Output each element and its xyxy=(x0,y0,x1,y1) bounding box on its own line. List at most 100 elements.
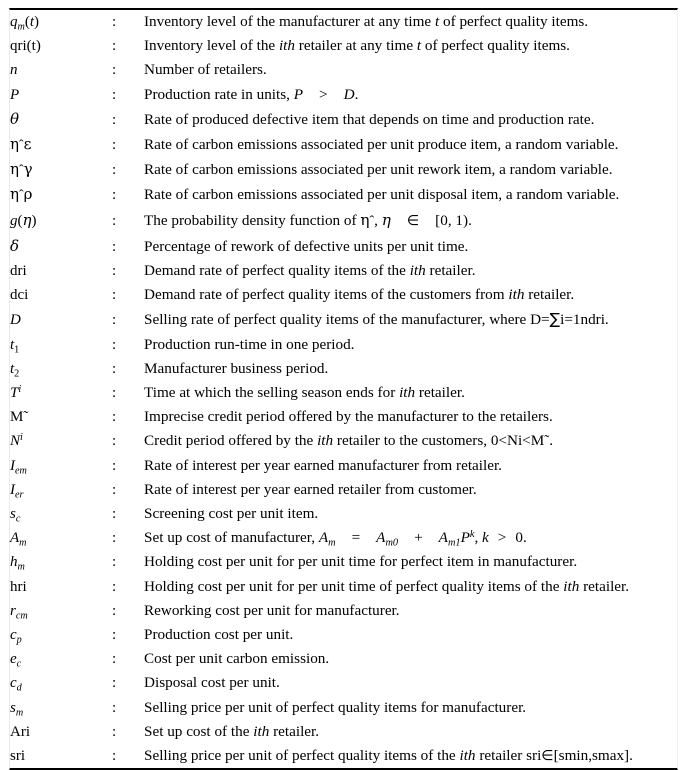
notation-description: Production rate in units, P > D. xyxy=(144,85,359,103)
notation-symbol: dci xyxy=(10,287,29,304)
table-row: Ier : Rate of interest per year earned r… xyxy=(10,478,677,502)
notation-symbol: Iem xyxy=(10,457,27,476)
table-row: δ : Percentage of rework of defective un… xyxy=(10,234,677,259)
table-row: rcm : Reworking cost per unit for manufa… xyxy=(10,599,677,623)
table-row: Am : Set up cost of manufacturer, Am = Am0… xyxy=(10,526,677,550)
notation-description: Rate of interest per year earned retaile… xyxy=(144,480,477,498)
notation-separator: : xyxy=(112,675,117,692)
notation-symbol: sm xyxy=(10,699,24,718)
notation-description: Set up cost of the ith retailer. xyxy=(144,722,320,740)
notation-symbol: Am xyxy=(10,530,27,549)
notation-separator: : xyxy=(112,111,117,128)
document-page: qm(t) : Inventory level of the manufactu… xyxy=(9,8,678,770)
table-row: cd : Disposal cost per unit. xyxy=(10,671,677,695)
table-row: n : Number of retailers. xyxy=(10,58,677,82)
notation-description: Holding cost per unit for per unit time … xyxy=(144,577,630,595)
table-row: Iem : Rate of interest per year earned m… xyxy=(10,454,677,478)
notation-symbol: θ xyxy=(10,109,20,128)
notation-symbol: n xyxy=(10,62,18,79)
notation-symbol: Ni xyxy=(10,432,23,450)
notation-symbol: ηˆρ xyxy=(10,185,33,204)
notation-separator: : xyxy=(112,651,117,668)
notation-symbol: t1 xyxy=(10,336,20,355)
notation-symbol: ηˆε xyxy=(10,135,32,154)
table-row: t1 : Production run-time in one period. xyxy=(10,333,677,357)
notation-symbol: rcm xyxy=(10,602,28,622)
notation-separator: : xyxy=(112,554,117,571)
table-row: D : Selling rate of perfect quality item… xyxy=(10,307,677,332)
notation-separator: : xyxy=(112,162,117,179)
notation-separator: : xyxy=(112,457,117,474)
notation-symbol: Ari xyxy=(10,723,30,740)
notation-symbol: qri(t) xyxy=(10,38,41,55)
notation-separator: : xyxy=(112,433,117,450)
table-row: P : Production rate in units, P > D. xyxy=(10,83,677,107)
table-row: t2 : Manufacturer business period. xyxy=(10,357,677,381)
notation-separator: : xyxy=(112,62,117,79)
notation-description: Selling price per unit of perfect qualit… xyxy=(144,698,527,716)
notation-description: Set up cost of manufacturer, Am = Am0 + Am1P… xyxy=(144,529,527,549)
notation-separator: : xyxy=(112,578,117,595)
notation-separator: : xyxy=(112,86,117,103)
table-row: qri(t) : Inventory level of the ith reta… xyxy=(10,34,677,58)
notation-separator: : xyxy=(112,409,117,426)
notation-separator: : xyxy=(112,723,117,740)
table-row: hm : Holding cost per unit for per unit … xyxy=(10,550,677,574)
notation-separator: : xyxy=(112,38,117,55)
table-row: sm : Selling price per unit of perfect q… xyxy=(10,696,677,720)
notation-symbol: sc xyxy=(10,506,21,525)
notation-table-body: qm(t) : Inventory level of the manufactu… xyxy=(10,10,677,768)
notation-description: Holding cost per unit for per unit time … xyxy=(144,553,578,571)
notation-symbol: cd xyxy=(10,675,22,694)
table-row: qm(t) : Inventory level of the manufactu… xyxy=(10,10,677,34)
notation-separator: : xyxy=(112,238,117,255)
notation-symbol: Ier xyxy=(10,481,24,501)
notation-separator: : xyxy=(112,336,117,353)
notation-description: Manufacturer business period. xyxy=(144,359,329,377)
notation-separator: : xyxy=(112,287,117,304)
notation-separator: : xyxy=(112,506,117,523)
notation-description: Reworking cost per unit for manufacturer… xyxy=(144,601,400,619)
table-row: cp : Production cost per unit. xyxy=(10,623,677,647)
notation-description: Inventory level of the manufacturer at a… xyxy=(144,13,589,30)
notation-description: Production run-time in one period. xyxy=(144,335,355,353)
notation-description: Disposal cost per unit. xyxy=(144,674,280,692)
notation-separator: : xyxy=(112,212,117,229)
notation-symbol: sri xyxy=(10,748,25,765)
table-row: ηˆρ : Rate of carbon emissions associate… xyxy=(10,182,677,207)
notation-separator: : xyxy=(112,263,117,280)
notation-symbol: ηˆγ xyxy=(10,160,33,179)
notation-separator: : xyxy=(112,748,117,765)
notation-symbol: g(η) xyxy=(10,210,37,229)
notation-description: Time at which the selling season ends fo… xyxy=(144,384,465,402)
notation-separator: : xyxy=(112,187,117,204)
notation-symbol: D xyxy=(10,312,21,329)
notation-description: Percentage of rework of defective units … xyxy=(144,237,469,255)
notation-description: Selling price per unit of perfect qualit… xyxy=(144,747,633,765)
notation-symbol: t2 xyxy=(10,360,20,380)
notation-description: Cost per unit carbon emission. xyxy=(144,650,330,668)
notation-description: Inventory level of the ith retailer at a… xyxy=(144,37,570,55)
notation-separator: : xyxy=(112,312,117,329)
table-row: sc : Screening cost per unit item. xyxy=(10,502,677,526)
notation-separator: : xyxy=(112,699,117,716)
notation-description: Demand rate of perfect quality items of … xyxy=(144,262,476,280)
notation-separator: : xyxy=(112,530,117,547)
notation-description: Rate of produced defective item that dep… xyxy=(144,110,595,128)
notation-symbol: cp xyxy=(10,627,22,646)
notation-description: Rate of carbon emissions associated per … xyxy=(144,136,619,154)
notation-symbol: δ xyxy=(10,236,20,255)
notation-separator: : xyxy=(112,602,117,619)
table-row: θ : Rate of produced defective item that… xyxy=(10,107,677,132)
notation-separator: : xyxy=(112,360,117,377)
notation-symbol: qm(t) xyxy=(10,14,40,33)
table-row: Ari : Set up cost of the ith retailer. xyxy=(10,720,677,744)
notation-description: Rate of carbon emissions associated per … xyxy=(144,161,613,179)
notation-description: Production cost per unit. xyxy=(144,626,294,644)
table-row: Ni : Credit period offered by the ith re… xyxy=(10,429,677,453)
notation-symbol: ec xyxy=(10,651,22,670)
table-row: sri : Selling price per unit of perfect … xyxy=(10,744,677,768)
notation-symbol: hri xyxy=(10,578,27,595)
notation-description: The probability density function of ηˆ, … xyxy=(144,210,472,229)
notation-separator: : xyxy=(112,385,117,402)
